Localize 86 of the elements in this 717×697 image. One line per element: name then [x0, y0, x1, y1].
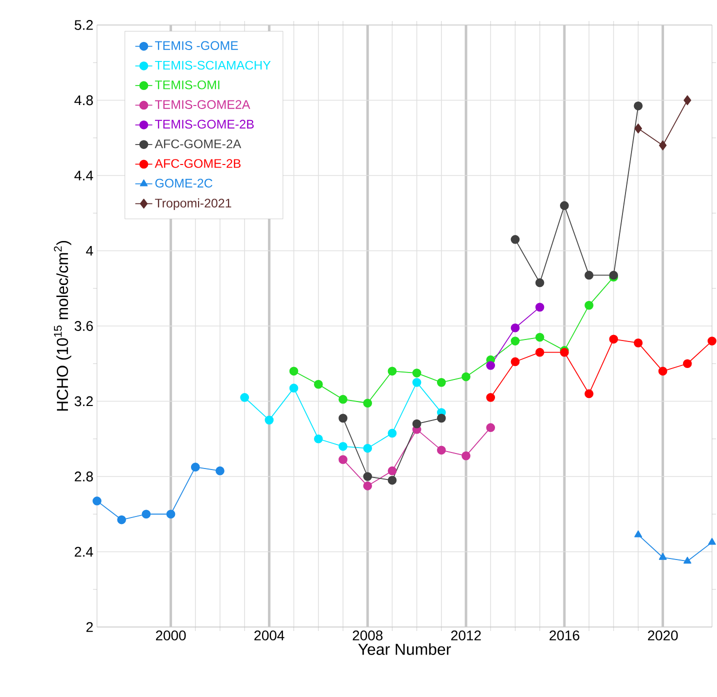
point — [510, 357, 520, 366]
point — [264, 416, 274, 424]
point — [117, 515, 126, 524]
point — [363, 472, 372, 481]
x-tick-label: 2016 — [550, 630, 580, 640]
point — [92, 496, 102, 506]
point — [388, 366, 397, 376]
legend-label: GOME-2C — [155, 178, 212, 188]
legend-label: TEMIS-GOME-2B — [155, 120, 254, 129]
y-tick-label: 2.8 — [74, 472, 93, 482]
y-tick-label: 4.4 — [74, 170, 94, 180]
point — [412, 368, 422, 378]
x-axis-title: Year Number — [358, 643, 451, 655]
point — [634, 124, 642, 134]
y-tick-label: 2 — [86, 622, 93, 632]
point — [684, 95, 692, 106]
point — [412, 378, 422, 387]
point — [436, 414, 446, 423]
point — [289, 366, 298, 376]
point — [634, 101, 643, 110]
point — [684, 556, 692, 564]
point — [535, 348, 544, 357]
point — [510, 323, 520, 332]
point — [314, 434, 323, 444]
x-tick-label: 2008 — [352, 630, 383, 640]
legend-label: TEMIS -GOME — [155, 41, 238, 50]
point — [584, 300, 594, 310]
y-tick-label: 4.8 — [74, 95, 93, 106]
point — [338, 414, 348, 423]
legend-label: AFC-GOME-2B — [154, 159, 241, 168]
point — [388, 466, 397, 476]
point — [634, 530, 642, 538]
legend-label: AFC-GOME-2A — [154, 139, 242, 148]
point — [462, 372, 470, 382]
y-tick-label: 2.4 — [74, 546, 94, 557]
point — [338, 442, 348, 451]
point — [658, 366, 668, 376]
point — [289, 384, 298, 393]
point — [388, 476, 397, 485]
point — [584, 389, 594, 398]
y-tick-label: 4 — [86, 246, 94, 256]
point — [363, 398, 372, 408]
point — [462, 451, 470, 460]
point — [486, 423, 496, 432]
point — [363, 481, 372, 490]
point — [560, 201, 569, 210]
point — [510, 336, 520, 346]
point — [682, 359, 692, 368]
point — [142, 510, 151, 519]
point — [314, 380, 323, 389]
y-tick-label: 3.2 — [74, 396, 93, 406]
y-tick-label: 3.6 — [74, 321, 93, 331]
point — [338, 455, 348, 464]
point — [216, 466, 224, 476]
point — [486, 393, 496, 402]
point — [166, 510, 176, 519]
point — [240, 393, 250, 402]
point — [338, 394, 348, 404]
point — [708, 538, 716, 545]
y-axis-title: HCHO (10$^{15}$ molec/cm$^{2}$) — [54, 241, 72, 411]
x-tick-label: 2012 — [451, 630, 481, 640]
point — [436, 378, 446, 387]
x-tick-label: 2020 — [648, 630, 678, 640]
point — [363, 444, 372, 453]
point — [510, 235, 520, 244]
point — [609, 334, 618, 344]
point — [535, 332, 544, 342]
point — [388, 428, 397, 438]
point — [412, 419, 422, 428]
x-tick-label: 2004 — [254, 630, 284, 640]
point — [634, 338, 643, 348]
point — [708, 336, 716, 346]
y-tick-label: 5.2 — [74, 20, 93, 30]
point — [190, 462, 200, 472]
point — [658, 552, 667, 560]
point — [584, 270, 594, 280]
point — [486, 361, 496, 370]
legend-label: TEMIS-SCIAMACHY — [155, 60, 271, 70]
point — [436, 446, 446, 455]
legend-label: TEMIS-OMI — [155, 80, 220, 90]
point — [658, 140, 667, 150]
point — [535, 302, 544, 312]
legend-label: Tropomi-2021 — [155, 198, 232, 210]
point — [535, 278, 544, 288]
legend-label: TEMIS-GOME2A — [155, 100, 250, 109]
x-tick-label: 2000 — [156, 630, 186, 640]
